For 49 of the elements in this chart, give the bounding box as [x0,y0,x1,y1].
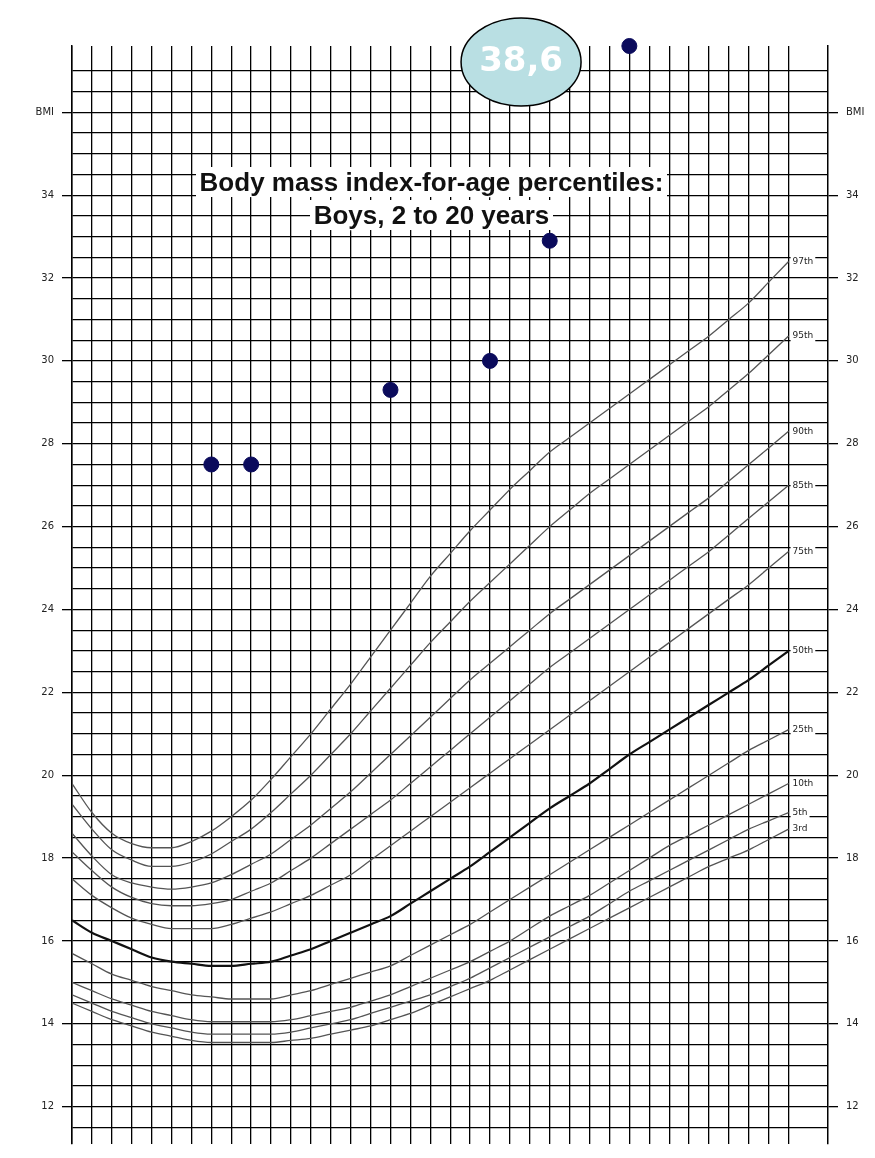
y-tick-label: BMI [35,105,54,117]
y2-tick-label: 32 [846,271,859,283]
series-label: 3rd [792,823,808,834]
series-label: 75th [792,545,814,556]
point [243,456,260,473]
series-label: 10th [792,777,814,788]
series-label: 90th [792,425,814,436]
y-tick-label: 20 [41,768,54,780]
y2-tick-label: 14 [846,1017,859,1029]
y-tick-label: 18 [41,851,54,863]
point [621,38,638,54]
line-series [72,550,790,930]
point [203,456,220,473]
series-label: 97th [792,255,814,266]
y-tick-label: 32 [41,271,54,283]
y-tick-label: 30 [41,354,54,366]
annotation: 38,6 [479,38,564,79]
y-tick-label: 14 [41,1017,54,1029]
point [541,232,558,249]
line-series [72,729,790,1000]
y2-tick-label: 22 [846,685,859,697]
y2-tick-label: 26 [846,520,859,532]
series-label: 85th [792,479,814,490]
y-tick-label: 26 [41,520,54,532]
point [482,352,499,369]
y-tick-label: 28 [41,437,54,449]
point [382,381,399,398]
line-series [72,260,790,849]
y-tick-label: 16 [41,934,54,946]
series-label: 50th [792,645,814,656]
series-label: 95th [792,330,814,341]
y-tick-label: 22 [41,685,54,697]
y2-tick-label: 20 [846,768,859,780]
text: Boys, 2 to 20 years [309,200,554,230]
y2-tick-label: BMI [846,105,865,117]
line-series [72,335,790,868]
y2-tick-label: 30 [846,354,859,366]
y2-tick-label: 28 [846,437,859,449]
y-tick-label: 12 [41,1100,54,1112]
y-tick-label: 34 [41,188,54,200]
y2-tick-label: 34 [846,188,859,200]
series-label: 5th [792,806,808,817]
text: Body mass index-for-age percentiles: [195,167,668,197]
y2-tick-label: 18 [846,851,859,863]
y2-tick-label: 16 [846,934,859,946]
y2-tick-label: 12 [846,1100,859,1112]
series-label: 25th [792,724,814,734]
y-tick-label: 24 [41,603,54,615]
y2-tick-label: 24 [846,603,859,615]
